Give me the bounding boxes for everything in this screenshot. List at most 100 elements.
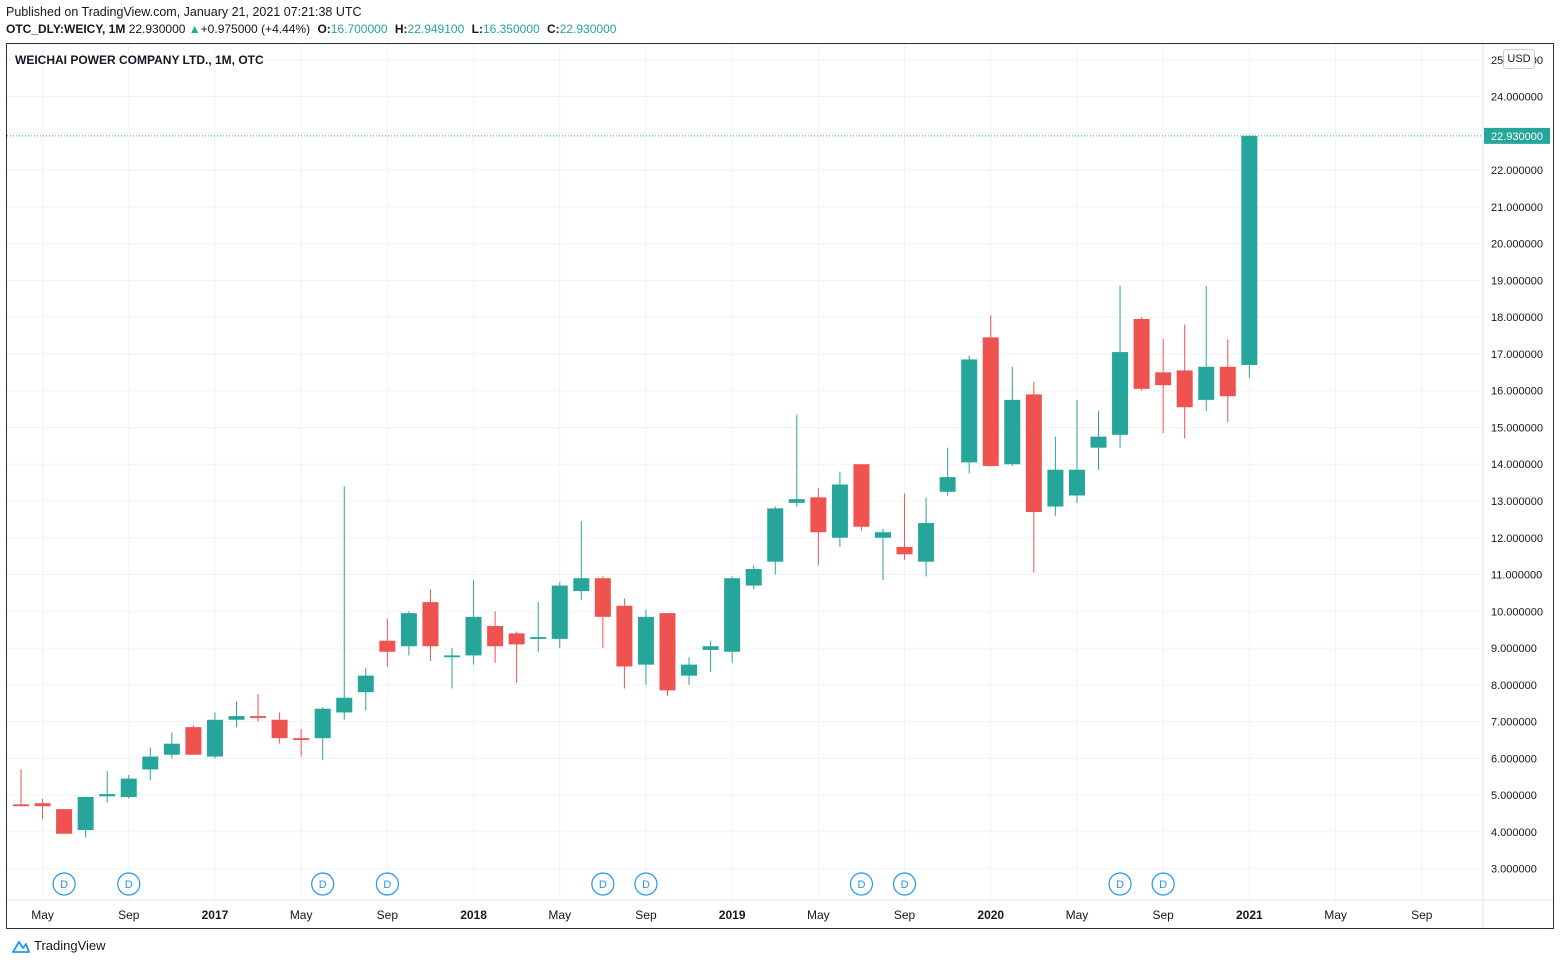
candle-body [314, 708, 331, 739]
candle-body [13, 804, 29, 807]
x-tick-label: Sep [1411, 908, 1433, 922]
dividend-marker [117, 872, 141, 896]
candle-body [788, 499, 805, 503]
dividend-label: D [642, 879, 650, 891]
x-tick-label: 2018 [460, 908, 487, 922]
candle-body [206, 719, 223, 757]
candle-body [357, 675, 374, 693]
candle-body [185, 727, 202, 755]
candle-body [1090, 436, 1107, 448]
y-tick-label: 21.000000 [1491, 202, 1543, 214]
y-tick-label: 18.000000 [1491, 312, 1543, 324]
dividend-marker [52, 872, 76, 896]
candle-body [293, 738, 310, 741]
y-tick-label: 4.000000 [1491, 827, 1537, 839]
candle-body [271, 719, 288, 739]
candle-body [918, 523, 935, 562]
candle-body [56, 809, 73, 834]
dividend-label: D [1159, 879, 1167, 891]
y-tick-label: 9.000000 [1491, 643, 1537, 655]
candle-body [1155, 372, 1172, 386]
candle-body [487, 626, 504, 647]
candle-body [1112, 352, 1129, 435]
candle-body [616, 605, 633, 667]
y-tick-label: 17.000000 [1491, 349, 1543, 361]
y-tick-label: 19.000000 [1491, 275, 1543, 287]
y-tick-label: 14.000000 [1491, 459, 1543, 471]
y-tick-label: 8.000000 [1491, 680, 1537, 692]
x-tick-label: May [1324, 908, 1347, 922]
chart-title: WEICHAI POWER COMPANY LTD., 1M, OTC [15, 53, 264, 67]
dividend-marker [892, 872, 917, 896]
currency-button[interactable]: USD [1503, 49, 1535, 69]
x-tick-label: Sep [635, 908, 657, 922]
x-tick-label: 2020 [977, 908, 1004, 922]
candle-body [594, 578, 611, 617]
dividend-label: D [383, 879, 391, 891]
candle-body [1219, 366, 1236, 397]
x-tick-label: May [31, 908, 54, 922]
candle-body [810, 497, 827, 533]
high-label: H: [394, 22, 408, 36]
x-tick-label: Sep [894, 908, 916, 922]
x-tick-label: May [548, 908, 571, 922]
dividend-label: D [60, 879, 68, 891]
x-tick-label: Sep [118, 908, 140, 922]
dividend-marker [849, 872, 874, 896]
symbol-label: OTC_DLY:WEICY, 1M [6, 22, 126, 36]
candle-body [681, 664, 698, 676]
candle-body [659, 613, 676, 691]
candle-body [1176, 370, 1193, 408]
last-price-tag [1484, 127, 1550, 144]
published-note: Published on TradingView.com, January 21… [6, 5, 362, 19]
candle-body [163, 743, 180, 755]
candle-body [77, 796, 94, 831]
dividend-label: D [599, 879, 607, 891]
candle-body [250, 716, 267, 718]
x-tick-label: May [1066, 908, 1089, 922]
candle-body [336, 697, 353, 713]
y-tick-label: 6.000000 [1491, 753, 1537, 765]
open-value: 16.700000 [330, 22, 388, 36]
x-tick-label: 2017 [202, 908, 229, 922]
candle-body [573, 578, 590, 592]
y-tick-label: 22.000000 [1491, 165, 1543, 177]
candle-body [831, 484, 848, 538]
y-tick-label: 3.000000 [1491, 864, 1537, 876]
candle-body [34, 803, 51, 807]
last-price-tag-label: 22.930000 [1491, 131, 1543, 143]
candle-body [551, 585, 568, 639]
y-tick-label: 11.000000 [1491, 570, 1542, 582]
candle-body [724, 578, 741, 652]
change-value: +0.975000 (+4.44%) [200, 22, 311, 36]
x-tick-label: 2019 [719, 908, 746, 922]
tradingview-logo[interactable]: TradingView [8, 938, 106, 953]
candle-body [702, 646, 719, 650]
y-tick-label: 20.000000 [1491, 239, 1543, 251]
ohlc-legend: OTC_DLY:WEICY, 1M 22.930000 ▲+0.975000 (… [6, 22, 616, 36]
candle-body [1025, 394, 1042, 513]
y-tick-label: 13.000000 [1491, 496, 1543, 508]
candle-body [767, 508, 784, 562]
candle-body [400, 613, 417, 647]
candle-body [142, 756, 159, 770]
candle-body [530, 637, 547, 639]
candle-body [444, 655, 460, 658]
x-tick-label: Sep [377, 908, 399, 922]
dividend-marker [634, 872, 658, 896]
close-value: 22.930000 [559, 22, 617, 36]
tradingview-cloud-icon [12, 940, 30, 953]
y-tick-label: 5.000000 [1491, 790, 1537, 802]
dividend-label: D [901, 879, 909, 891]
last-price-value: 22.930000 [128, 22, 186, 36]
candle-body [1004, 399, 1021, 465]
candle-body [961, 359, 978, 463]
candle-body [99, 794, 116, 797]
candle-body [637, 616, 654, 665]
high-value: 22.949100 [407, 22, 465, 36]
candle-body [1133, 318, 1150, 389]
dividend-label: D [125, 879, 133, 891]
y-tick-label: 7.000000 [1491, 717, 1537, 729]
candle-body [745, 569, 762, 586]
